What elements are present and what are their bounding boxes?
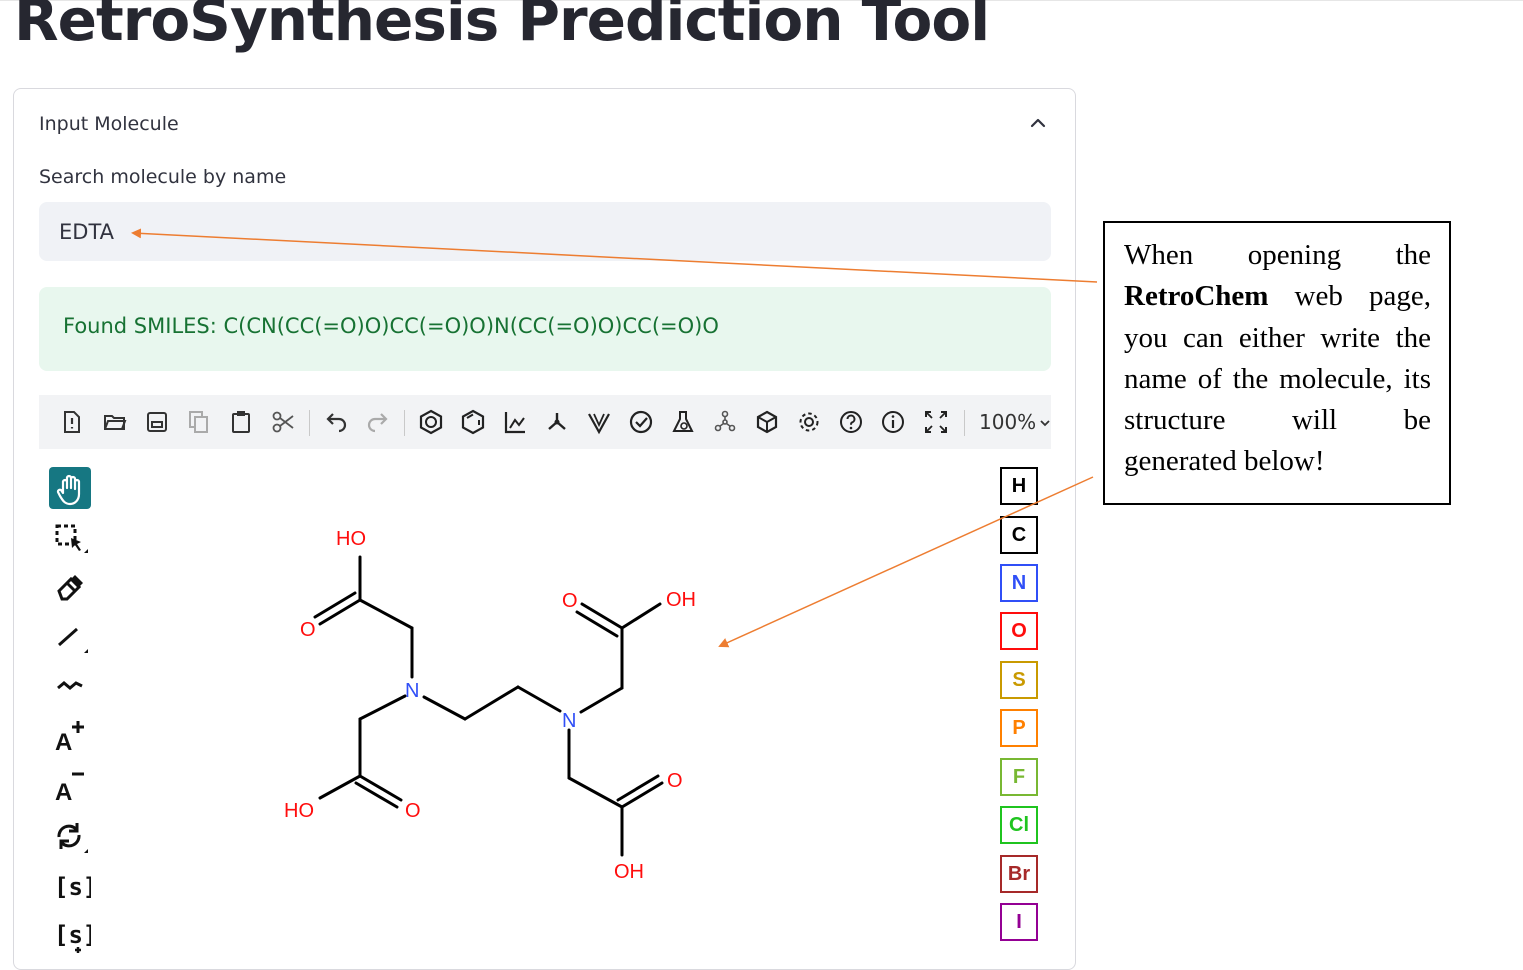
element-button-f[interactable]: F [1000, 758, 1038, 796]
toolbar-divider [404, 410, 405, 436]
recognize-molecule-icon[interactable] [712, 409, 738, 435]
toolbar-divider [964, 410, 965, 436]
layout-icon[interactable] [502, 409, 528, 435]
charge-plus-icon[interactable]: A [49, 715, 91, 757]
atom-label: O [562, 590, 578, 612]
3d-viewer-icon[interactable] [754, 409, 780, 435]
annotation-text: When opening the [1124, 239, 1431, 271]
element-button-cl[interactable]: Cl [1000, 806, 1038, 844]
element-button-i[interactable]: I [1000, 903, 1038, 941]
redo-icon[interactable] [365, 409, 391, 435]
search-input[interactable] [39, 202, 1051, 261]
bond [358, 598, 414, 630]
calculated-values-icon[interactable] [670, 409, 696, 435]
open-file-icon[interactable] [102, 409, 128, 435]
zoom-value: 100% [979, 410, 1037, 434]
chevron-up-icon[interactable] [1028, 113, 1048, 133]
zoom-select[interactable]: 100% [979, 410, 1051, 434]
bond [620, 602, 662, 630]
double-bond [354, 774, 403, 809]
atom-label: O [405, 800, 421, 822]
element-button-s[interactable]: S [1000, 661, 1038, 699]
element-button-n[interactable]: N [1000, 564, 1038, 602]
bond [318, 774, 362, 800]
settings-icon[interactable] [796, 409, 822, 435]
atom-label: HO [284, 800, 314, 822]
bond [516, 685, 562, 713]
atom-label: N [562, 710, 576, 732]
element-button-o[interactable]: O [1000, 612, 1038, 650]
bond [463, 685, 520, 721]
element-button-c[interactable]: C [1000, 516, 1038, 554]
smiles-success-alert: Found SMILES: C(CN(CC(=O)O)CC(=O)O)N(CC(… [39, 287, 1051, 371]
top-border [0, 0, 1523, 1]
paste-icon[interactable] [228, 409, 254, 435]
check-structure-icon[interactable] [628, 409, 654, 435]
transform-icon[interactable] [49, 815, 91, 857]
molecule-canvas[interactable]: HO O N HO O O OH N O OH [260, 500, 720, 900]
fullscreen-icon[interactable] [923, 409, 949, 435]
atom-label: HO [336, 528, 366, 550]
expander-title[interactable]: Input Molecule [39, 113, 179, 135]
bond [358, 694, 407, 721]
sgroup-icon[interactable]: [s] [49, 865, 97, 907]
aromatize-icon[interactable] [418, 409, 444, 435]
sgroup-label: [s] [54, 873, 91, 901]
element-button-br[interactable]: Br [1000, 855, 1038, 893]
double-bond [616, 774, 664, 809]
eraser-icon[interactable] [49, 565, 91, 607]
undo-icon[interactable] [323, 409, 349, 435]
chain-tool-icon[interactable] [49, 663, 91, 705]
annotation-callout: When opening the RetroChem web page, you… [1103, 221, 1451, 505]
bond [579, 686, 624, 714]
sgroup-attach-label: [s] [54, 921, 91, 949]
atom-label: OH [614, 861, 644, 883]
annotation-bold: RetroChem [1124, 280, 1269, 313]
double-bond [575, 602, 624, 638]
bond [422, 695, 467, 721]
charge-plus-label: A [55, 729, 72, 756]
search-label: Search molecule by name [39, 166, 287, 188]
atom-label: OH [666, 589, 696, 611]
hand-tool-icon[interactable] [49, 467, 91, 509]
clear-canvas-icon[interactable] [59, 409, 85, 435]
atom-label: O [300, 619, 316, 641]
page-title: RetroSynthesis Prediction Tool [14, 0, 990, 54]
clean-up-icon[interactable] [544, 409, 570, 435]
charge-minus-icon[interactable]: A [49, 765, 91, 807]
help-icon[interactable] [838, 409, 864, 435]
chevron-down-icon [1040, 420, 1050, 427]
double-bond [313, 591, 362, 626]
found-smiles-text: Found SMILES: C(CN(CC(=O)O)CC(=O)O)N(CC(… [63, 314, 719, 338]
editor-toolbar: 100% [39, 395, 1051, 449]
toolbar-divider [309, 410, 310, 436]
save-icon[interactable] [144, 409, 170, 435]
bond-tool-icon[interactable] [49, 615, 91, 657]
about-icon[interactable] [880, 409, 906, 435]
element-button-h[interactable]: H [1000, 467, 1038, 505]
bond [567, 776, 624, 809]
cut-icon[interactable] [270, 409, 296, 435]
atom-label: O [667, 770, 683, 792]
dearomatize-icon[interactable] [460, 409, 486, 435]
atom-label: N [405, 680, 419, 702]
calculate-cip-icon[interactable] [586, 409, 612, 435]
sgroup-attach-icon[interactable]: [s] [49, 913, 97, 955]
charge-minus-label: A [55, 779, 72, 806]
annotation-text-rest: web page, you can either write the name … [1124, 280, 1431, 478]
select-tool-icon[interactable] [49, 517, 91, 559]
element-button-p[interactable]: P [1000, 709, 1038, 747]
copy-icon[interactable] [186, 409, 212, 435]
